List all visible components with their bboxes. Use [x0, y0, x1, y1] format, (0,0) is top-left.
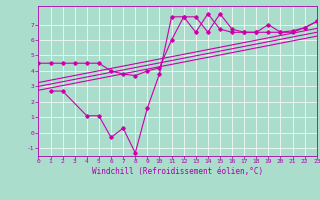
- X-axis label: Windchill (Refroidissement éolien,°C): Windchill (Refroidissement éolien,°C): [92, 167, 263, 176]
